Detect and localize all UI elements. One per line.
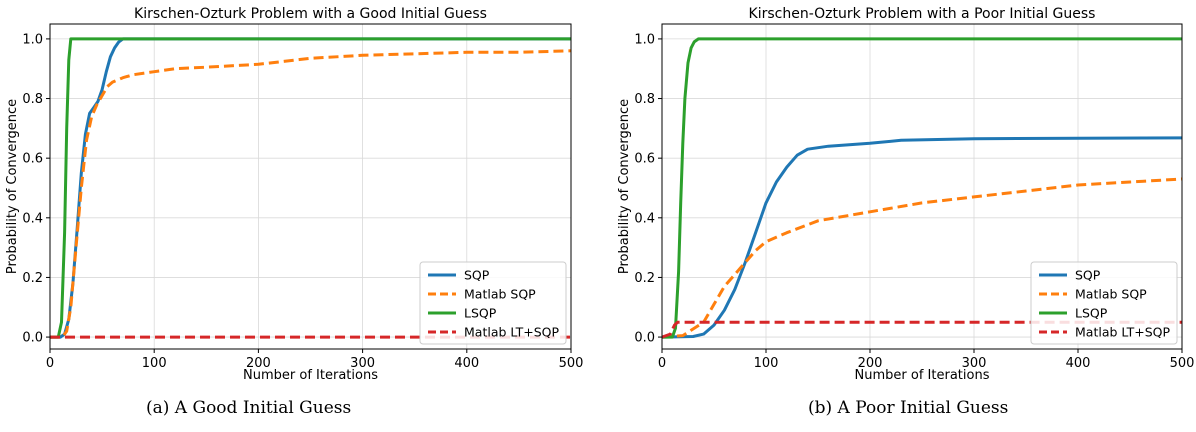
legend-box <box>1030 261 1178 345</box>
x-tick-label: 300 <box>350 356 375 371</box>
series-line-matlab-sqp <box>661 177 1183 339</box>
x-axis-label: Number of Iterations <box>855 368 990 383</box>
plot-frame <box>661 23 1183 350</box>
y-tick-label: 0.8 <box>634 92 655 107</box>
x-tick-label: 400 <box>1066 356 1091 371</box>
series-line-sqp <box>661 136 1183 339</box>
chart-title: Kirschen-Ozturk Problem with a Good Init… <box>134 6 487 22</box>
legend-label: LSQP <box>464 306 497 321</box>
series-line-lsqp <box>662 37 1182 339</box>
y-tick-label: 1.0 <box>634 32 655 47</box>
plot-frame <box>49 23 572 350</box>
caption-a: (a) A Good Initial Guess <box>146 398 352 418</box>
x-tick-label: 500 <box>1170 356 1195 371</box>
legend-box <box>419 261 567 345</box>
x-axis-label: Number of Iterations <box>243 368 378 383</box>
series-line-lsqp <box>50 37 571 339</box>
chart-title: Kirschen-Ozturk Problem with a Poor Init… <box>749 6 1096 22</box>
x-tick-label: 400 <box>454 356 479 371</box>
series-line-matlab-lt-sqp <box>661 320 1182 339</box>
x-tick-label: 100 <box>754 356 779 371</box>
x-tick-label: 300 <box>962 356 987 371</box>
x-tick-label: 200 <box>246 356 271 371</box>
y-tick-label: 0.4 <box>22 211 43 226</box>
legend-label: Matlab LT+SQP <box>1075 325 1171 340</box>
series-line-matlab-sqp <box>50 49 572 339</box>
y-tick-label: 0.2 <box>22 271 43 286</box>
x-tick-label: 200 <box>858 356 883 371</box>
legend-label: Matlab SQP <box>1075 287 1147 302</box>
y-tick-label: 0.6 <box>634 152 655 167</box>
legend-label: SQP <box>1075 268 1101 283</box>
x-tick-label: 100 <box>142 356 167 371</box>
y-tick-label: 0.2 <box>634 271 655 286</box>
y-tick-label: 0.8 <box>22 92 43 107</box>
legend-label: LSQP <box>1075 306 1108 321</box>
legend-label: SQP <box>464 268 490 283</box>
y-axis-label: Probability of Convergence <box>617 99 632 274</box>
x-tick-label: 0 <box>658 356 666 371</box>
x-tick-label: 0 <box>46 356 54 371</box>
legend-label: Matlab SQP <box>464 287 536 302</box>
y-tick-label: 0.6 <box>22 152 43 167</box>
chart-panel-1: 0 100 200 300 400 500 0.0 0.2 0.4 0.6 0.8 1.0 Kirsch… <box>5 6 583 383</box>
y-tick-label: 1.0 <box>22 32 43 47</box>
y-tick-label: 0.4 <box>634 211 655 226</box>
legend-label: Matlab LT+SQP <box>464 325 560 340</box>
chart-panel-2: 0 100 200 300 400 500 0.0 0.2 0.4 0.6 0.8 1.0 Kirsch… <box>617 6 1194 383</box>
y-axis-label: Probability of Convergence <box>5 99 20 274</box>
caption-b: (b) A Poor Initial Guess <box>808 398 1009 418</box>
y-tick-label: 0.0 <box>634 331 655 346</box>
y-tick-label: 0.0 <box>22 331 43 346</box>
x-tick-label: 500 <box>559 356 584 371</box>
